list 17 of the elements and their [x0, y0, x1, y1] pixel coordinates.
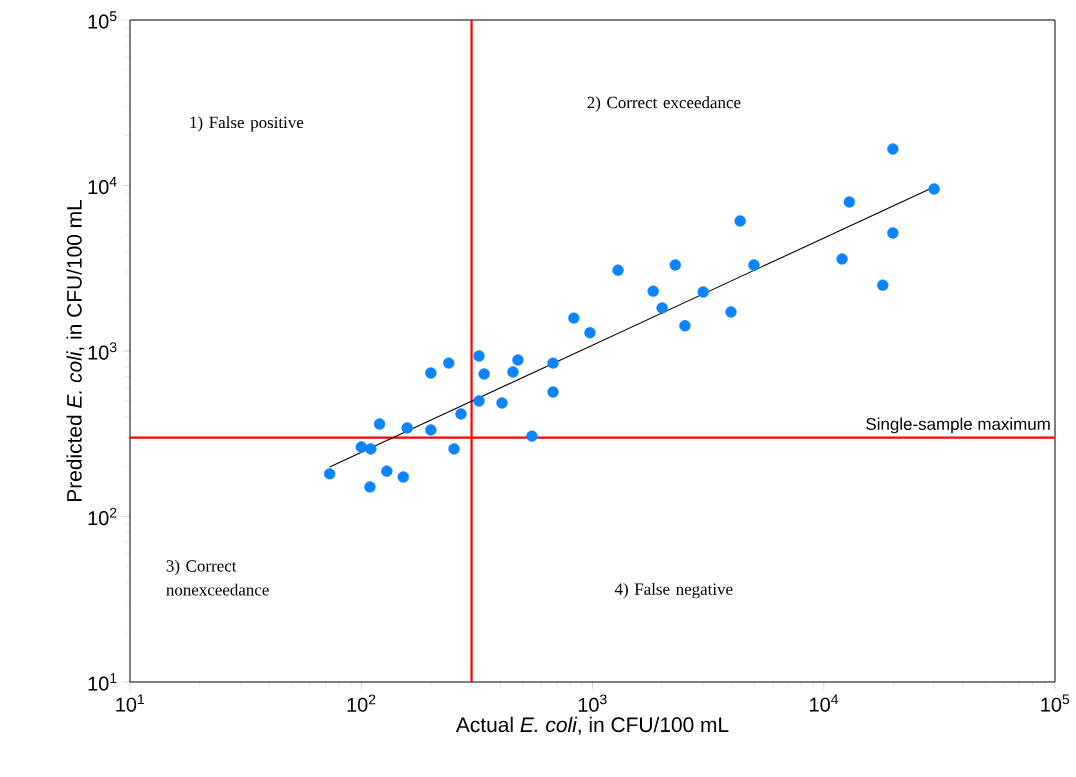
x-tick-label: 10$^{4}$ — [810, 694, 839, 712]
x-tick-label: 10$^{2}$ — [347, 694, 376, 712]
x-tick-label: 10$^{5}$ — [1041, 694, 1070, 712]
x-tick-label: 10$^{1}$ — [116, 694, 145, 712]
annotation: 4) False negative — [614, 582, 733, 599]
ref-line-label: Single-sample maximum — [866, 417, 1050, 434]
x-axis-title: Actual E. coli, in CFU/100 mL — [455, 716, 729, 735]
y-tick-label: 10$^{2}$ — [88, 507, 117, 526]
x-tick-label: 10$^{3}$ — [578, 694, 607, 712]
y-tick-label: 10$^{3}$ — [88, 342, 117, 360]
y-axis-title: Predicted E. coli, in CFU/100 mL — [66, 199, 85, 502]
annotation: 2) Correct exceedance — [587, 96, 741, 112]
annotation: 1) False positive — [190, 116, 304, 132]
y-tick-label: 10$^{1}$ — [88, 673, 117, 691]
annotation: 3) Correct nonexceedance — [166, 559, 269, 596]
y-tick-label: 10$^{4}$ — [88, 176, 117, 195]
y-tick-label: 10$^{5}$ — [88, 11, 117, 29]
